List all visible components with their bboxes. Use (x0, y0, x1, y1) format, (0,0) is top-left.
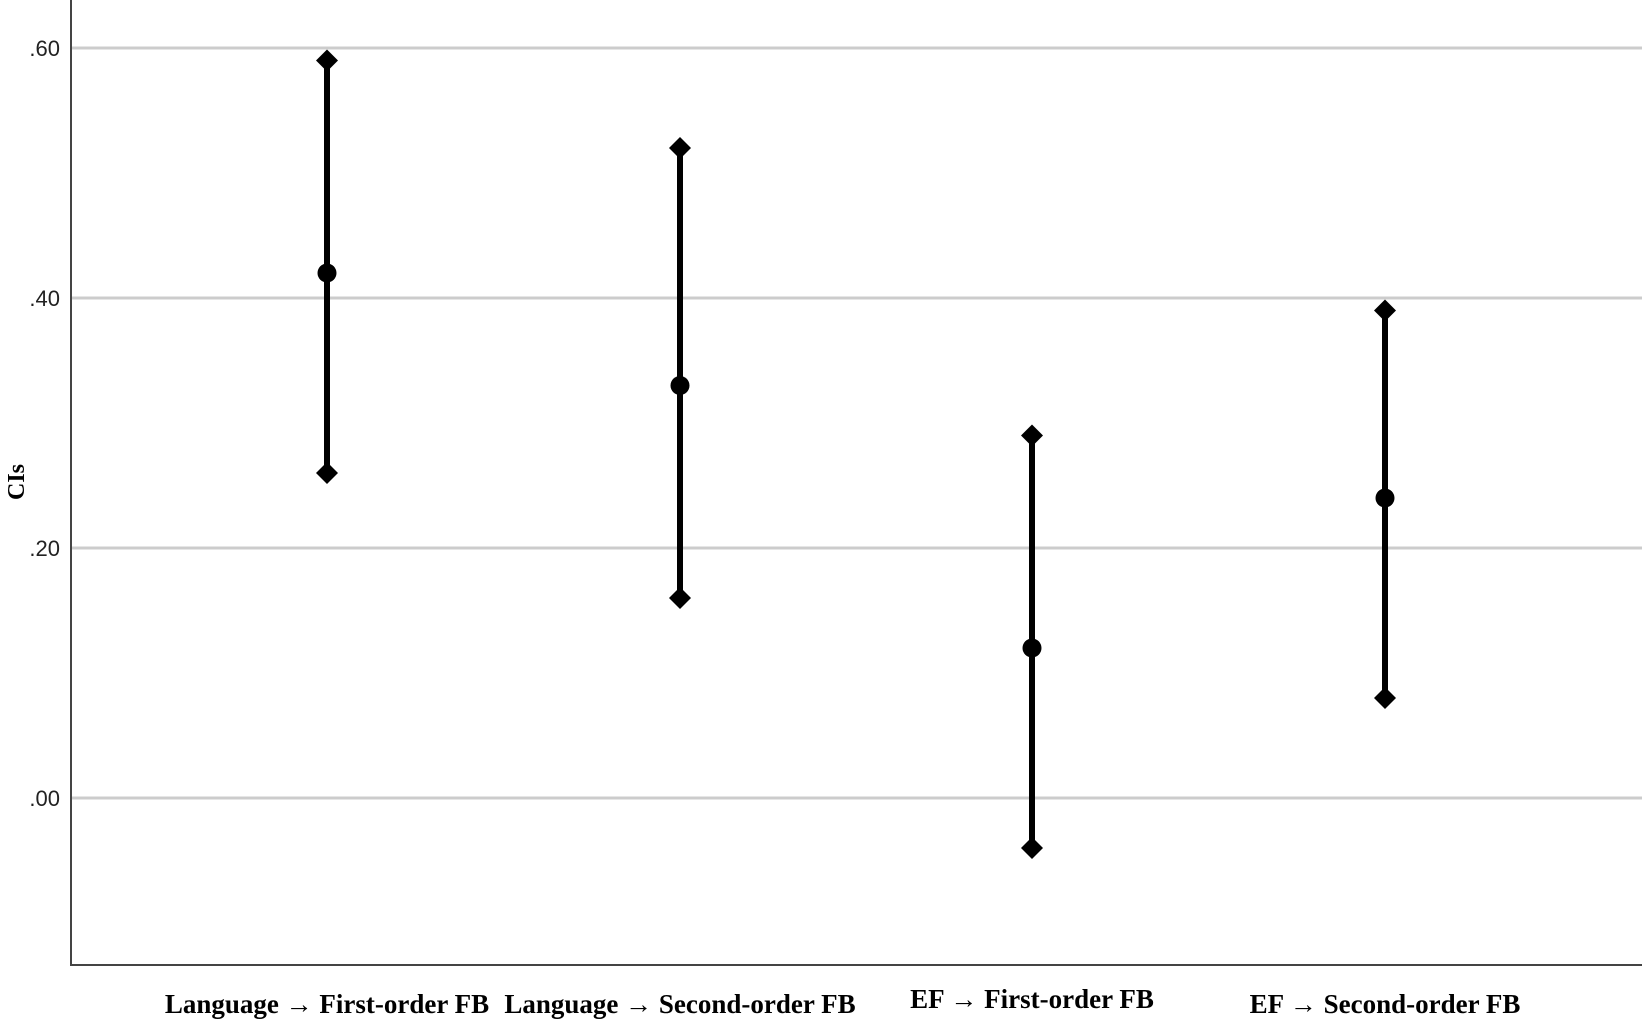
gridlines (70, 46, 1642, 800)
ci-lower-marker (669, 587, 691, 609)
y-tick-label: .60 (29, 36, 60, 61)
x-category-label: EF → First-order FB (910, 984, 1154, 1014)
x-category-label: Language → Second-order FB (504, 989, 855, 1019)
ci-lower-marker (1021, 837, 1043, 859)
y-tick-label: .20 (29, 536, 60, 561)
ci-upper-marker (669, 137, 691, 159)
y-axis-title: CIs (4, 464, 30, 500)
error-bars (316, 49, 1396, 859)
ci-upper-marker (1374, 299, 1396, 322)
ci-upper-marker (1021, 424, 1043, 447)
x-category-label: EF → Second-order FB (1250, 989, 1521, 1019)
estimate-point (670, 376, 690, 395)
y-tick-label: .00 (29, 786, 60, 811)
axes (70, 0, 1642, 966)
estimate-point (317, 263, 337, 283)
x-category-label: Language → First-order FB (165, 989, 489, 1019)
ci-lower-marker (316, 462, 338, 484)
ci-upper-marker (316, 49, 338, 72)
x-category-labels: Language → First-order FB Language → Seco… (165, 984, 1520, 1019)
estimate-point (1375, 488, 1395, 508)
estimate-point (1022, 638, 1042, 658)
ci-lower-marker (1374, 687, 1396, 709)
y-tick-label: .40 (29, 286, 60, 311)
y-tick-labels: .00 .20 .40 .60 (29, 36, 60, 811)
